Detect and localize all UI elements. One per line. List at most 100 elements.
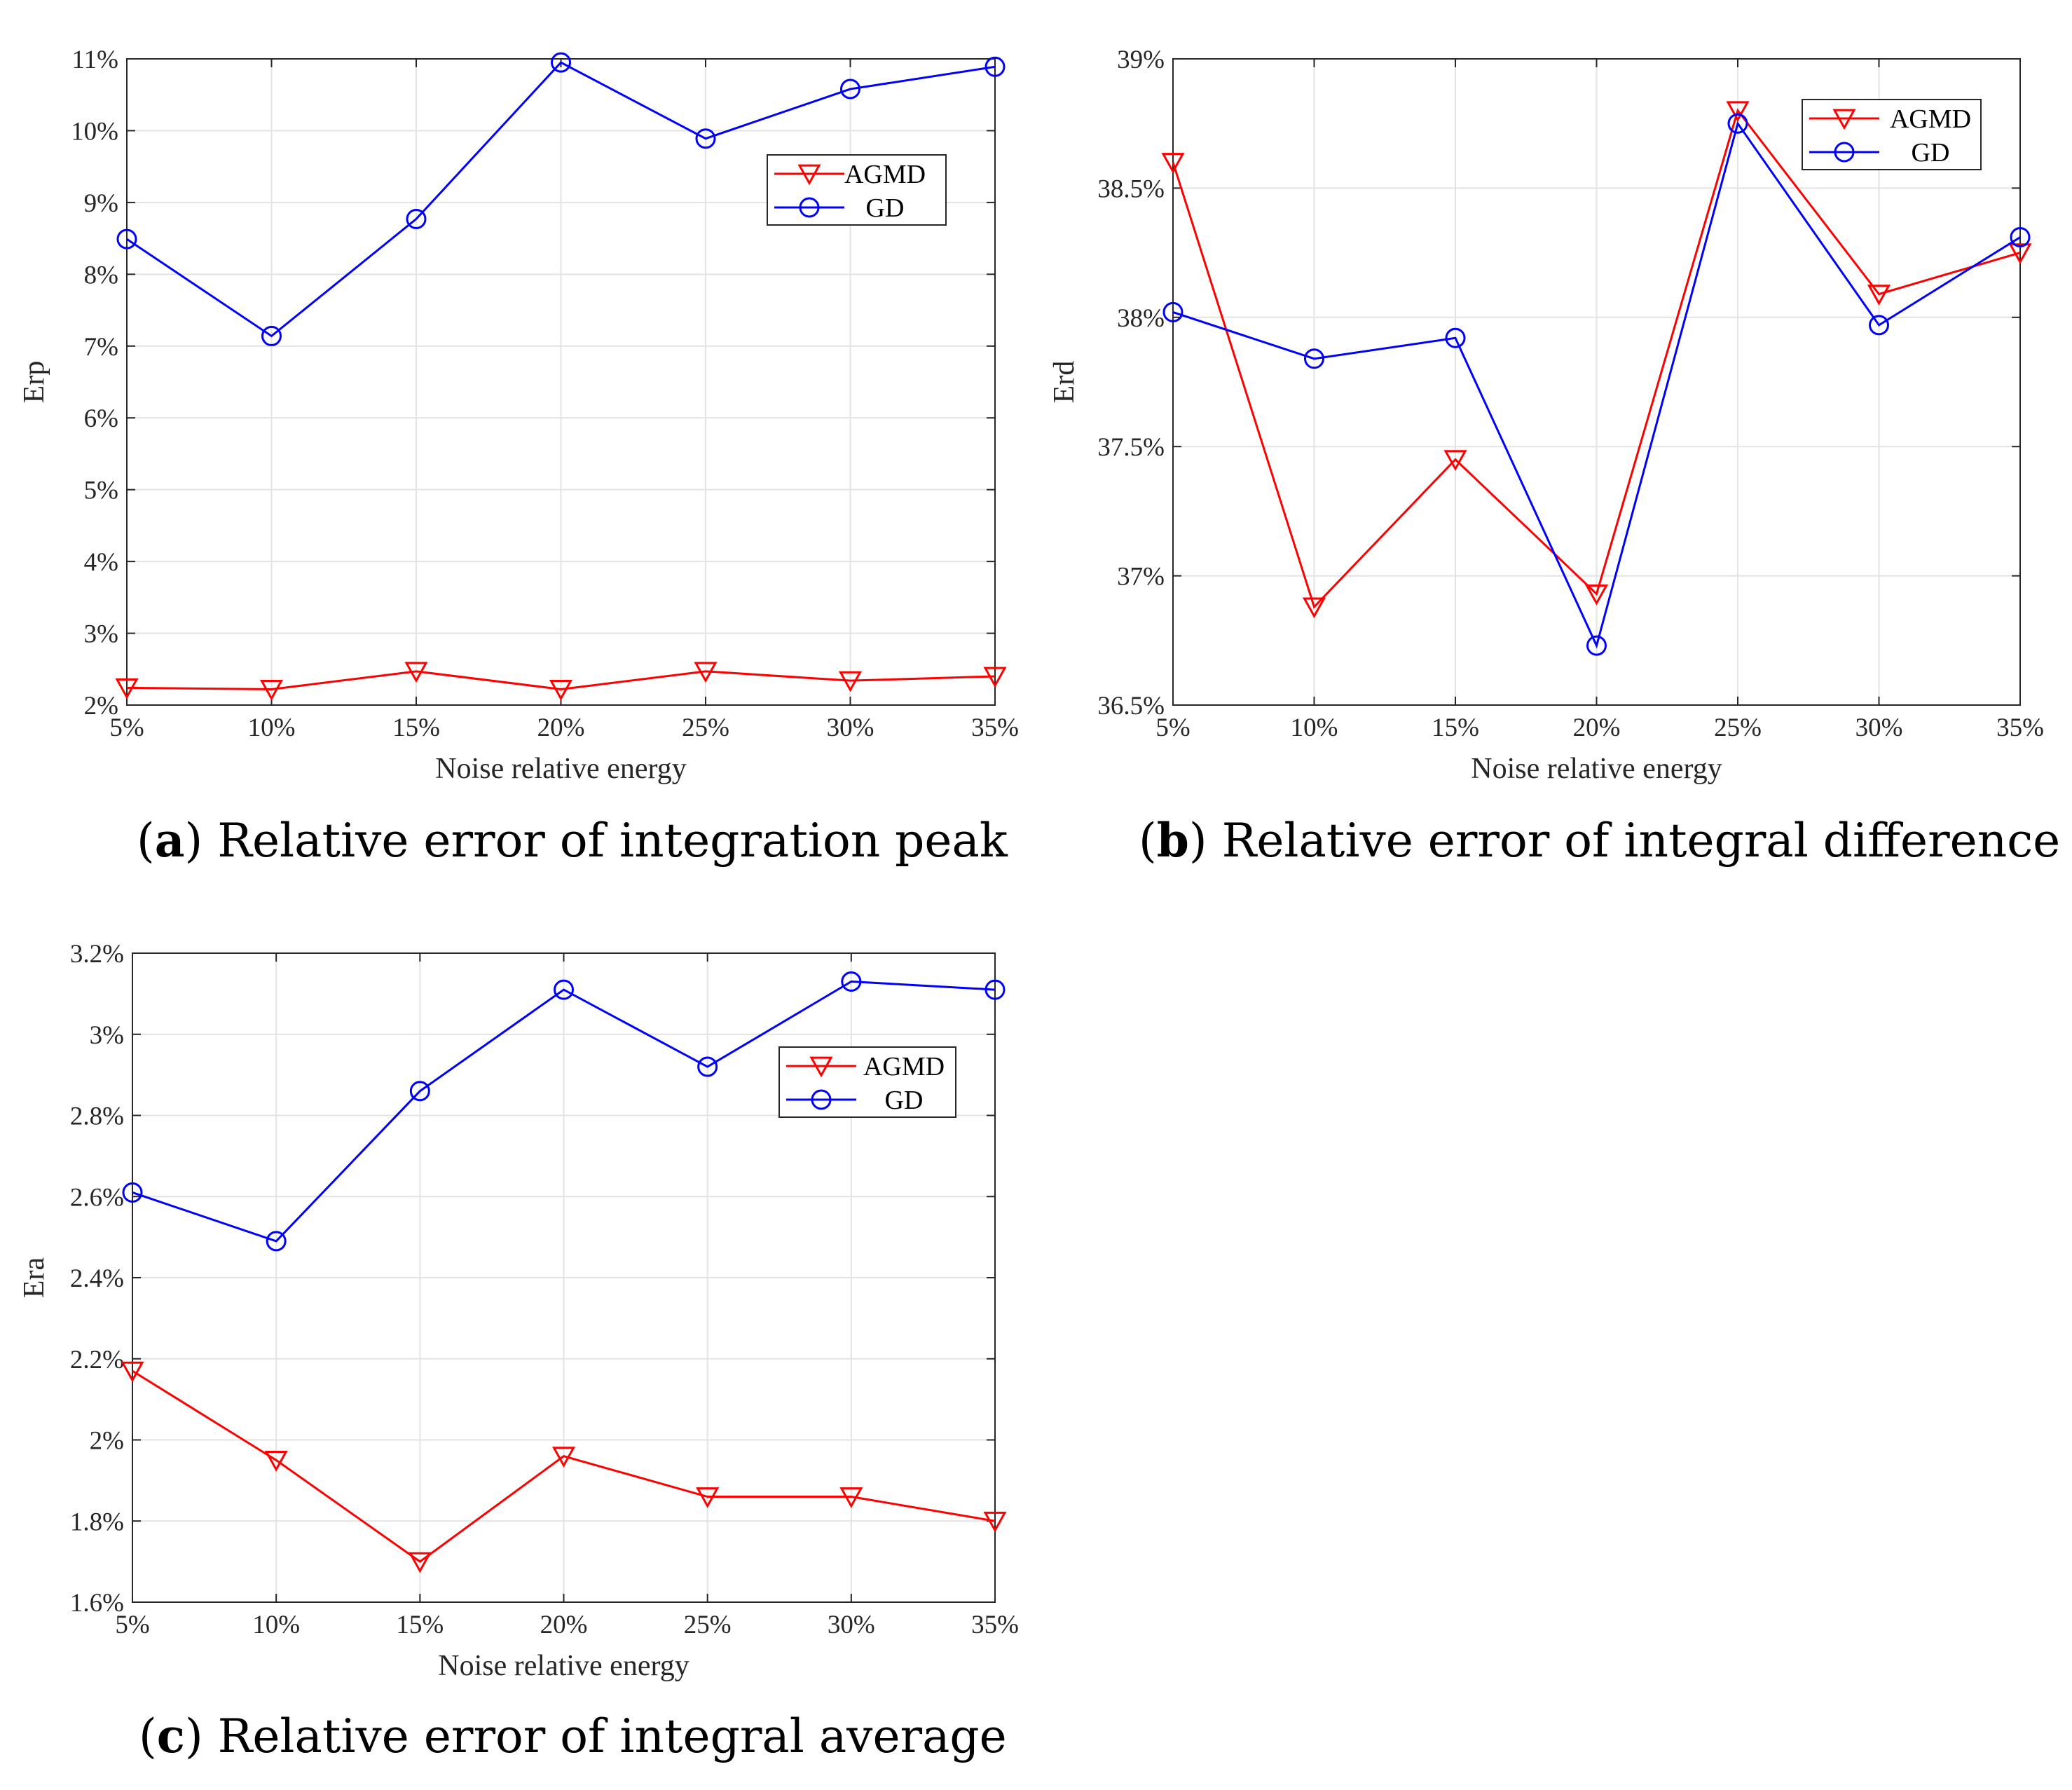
legend-label-gd: GD <box>885 1086 924 1115</box>
data-point-gd <box>1586 635 1607 656</box>
data-point-agmd <box>839 1487 863 1508</box>
caption-text: Relative error of integral average <box>218 1709 1007 1763</box>
chart-panel-a: 5% 10% 15% 20% 25% 30% 35% 2% 3% 4% 5% 6% 7% 8% 9% 10% 1… <box>18 46 1019 868</box>
caption-paren-open: ( <box>1139 814 1157 868</box>
panel-caption: (c) Relative error of integral average <box>139 1709 1007 1763</box>
y-tick-label: 3.2% <box>70 940 124 969</box>
x-tick-label: 15% <box>396 1611 444 1639</box>
data-point-agmd <box>551 1447 576 1468</box>
x-axis-label: Noise relative energy <box>435 753 686 785</box>
y-tick-label: 6% <box>84 404 118 433</box>
legend-label-agmd: AGMD <box>844 160 926 189</box>
x-tick-label: 20% <box>1573 713 1621 742</box>
data-point-gd <box>695 128 716 149</box>
data-point-agmd <box>694 662 718 683</box>
caption-paren-close: ) <box>185 814 218 868</box>
y-tick-label: 3% <box>90 1021 124 1050</box>
caption-paren-close: ) <box>185 1709 218 1763</box>
x-axis-label: Noise relative energy <box>1471 753 1722 785</box>
data-point-gd <box>697 1056 718 1077</box>
data-point-gd <box>122 1182 143 1203</box>
x-tick-label: 5% <box>109 713 144 742</box>
data-point-gd <box>409 1081 430 1102</box>
legend-label-agmd: AGMD <box>1890 104 1971 134</box>
legend-marker-agmd <box>809 1056 833 1078</box>
y-tick-label: 1.6% <box>70 1589 124 1618</box>
caption-text: Relative error of integration peak <box>217 814 1008 868</box>
data-point-gd <box>1162 301 1183 322</box>
chart-panel-c: 5% 10% 15% 20% 25% 30% 35% 1.6% 1.8% 2% 2.2% 2.4% 2.… <box>18 940 1019 1763</box>
y-tick-label: 2.8% <box>70 1102 124 1131</box>
data-point-agmd <box>983 1511 1007 1533</box>
data-point-gd <box>841 971 862 992</box>
caption-letter: b <box>1157 813 1189 868</box>
caption-paren-open: ( <box>137 814 155 868</box>
data-point-agmd <box>1443 450 1467 472</box>
x-axis-label: Noise relative energy <box>438 1650 689 1682</box>
data-point-gd <box>984 56 1006 77</box>
series-gd <box>1162 113 2031 656</box>
y-tick-label: 36.5% <box>1097 692 1165 720</box>
x-tick-label: 10% <box>252 1611 300 1639</box>
series-line-agmd <box>126 670 996 690</box>
panel-caption: (b) Relative error of integral differenc… <box>1139 813 2060 868</box>
x-tick-label: 35% <box>1996 713 2044 742</box>
series-agmd <box>121 1361 1007 1573</box>
data-point-gd <box>2010 226 2031 247</box>
data-point-gd <box>1869 315 1889 336</box>
x-tick-label: 10% <box>248 713 296 742</box>
y-tick-label: 37.5% <box>1097 433 1165 462</box>
chart-panel-b: 5% 10% 15% 20% 25% 30% 35% 36.5% 37% 37.5% 38% 38.5… <box>1048 46 2060 868</box>
data-point-agmd <box>121 1361 144 1383</box>
y-tick-label: 11% <box>72 46 118 74</box>
data-point-gd <box>116 228 137 250</box>
x-tick-label: 5% <box>115 1611 149 1639</box>
legend: AGMD GD <box>778 1046 956 1118</box>
data-point-agmd <box>408 1552 432 1573</box>
y-tick-label: 39% <box>1117 46 1165 74</box>
data-point-agmd <box>404 662 428 683</box>
x-tick-label: 35% <box>971 713 1019 742</box>
x-tick-label: 30% <box>828 1611 875 1639</box>
y-tick-label: 38.5% <box>1097 175 1165 203</box>
series-line-gd <box>126 61 996 338</box>
data-point-gd <box>1727 113 1748 134</box>
x-tick-label: 30% <box>1855 713 1903 742</box>
x-tick-label: 25% <box>684 1611 732 1639</box>
y-tick-label: 5% <box>84 477 118 505</box>
data-point-agmd <box>264 1451 288 1472</box>
data-point-gd <box>551 52 571 73</box>
y-tick-label: 2.4% <box>70 1264 124 1293</box>
y-tick-label: 2% <box>84 692 118 720</box>
x-tick-label: 30% <box>827 713 874 742</box>
data-point-gd <box>554 979 574 1000</box>
data-point-agmd <box>1867 285 1891 306</box>
y-tick-label: 7% <box>84 333 118 362</box>
data-point-agmd <box>259 680 284 701</box>
y-axis-label: Era <box>18 1257 50 1299</box>
x-tick-label: 35% <box>971 1611 1019 1639</box>
legend: AGMD GD <box>767 154 947 226</box>
series-line-gd <box>1172 121 2021 649</box>
data-point-gd <box>840 78 860 100</box>
y-tick-label: 1.8% <box>70 1508 124 1536</box>
legend-box <box>778 1046 956 1118</box>
caption-letter: c <box>157 1709 185 1763</box>
data-point-gd <box>1304 348 1324 369</box>
caption-paren-close: ) <box>1189 814 1222 868</box>
caption-paren-open: ( <box>139 1709 157 1763</box>
legend-label-gd: GD <box>866 193 905 223</box>
data-point-agmd <box>1726 101 1750 123</box>
data-point-agmd <box>1161 153 1185 174</box>
y-tick-label: 2.2% <box>70 1346 124 1374</box>
x-tick-label: 25% <box>1714 713 1762 742</box>
legend-box <box>1802 99 1982 170</box>
x-tick-label: 15% <box>1432 713 1479 742</box>
x-tick-label: 20% <box>540 1611 588 1639</box>
data-point-agmd <box>983 667 1007 688</box>
data-point-gd <box>1445 327 1466 348</box>
data-point-agmd <box>696 1487 720 1508</box>
y-tick-label: 37% <box>1117 563 1165 592</box>
legend-marker-agmd <box>1832 109 1856 130</box>
